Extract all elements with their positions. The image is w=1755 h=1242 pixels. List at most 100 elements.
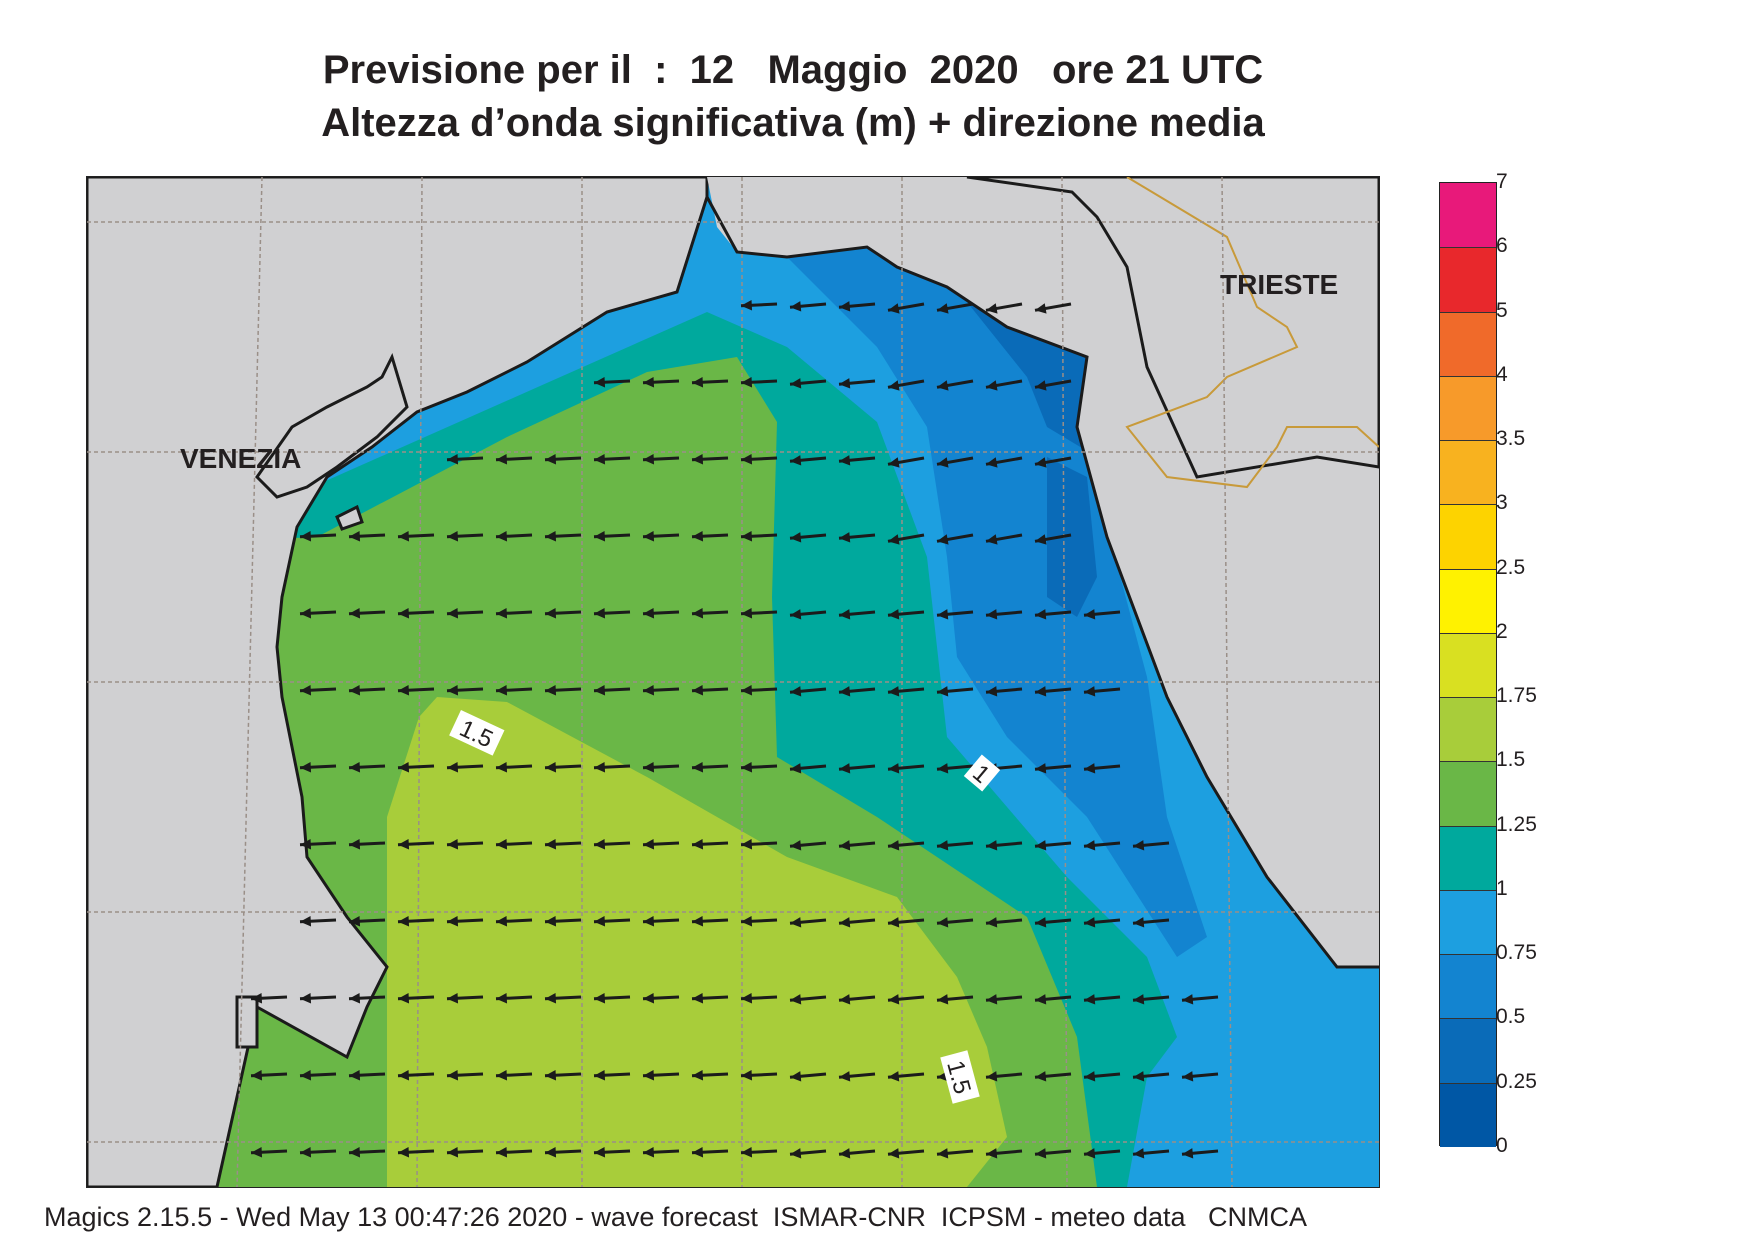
color-scale-swatch bbox=[1440, 761, 1496, 826]
wave-direction-arrow bbox=[740, 531, 778, 542]
wave-direction-arrow bbox=[446, 916, 484, 927]
wave-direction-arrow bbox=[1083, 609, 1121, 620]
wave-direction-arrow bbox=[887, 533, 925, 545]
color-scale-tick-label: 1.5 bbox=[1496, 748, 1526, 772]
wave-direction-arrow bbox=[1034, 302, 1072, 314]
wave-direction-arrow bbox=[642, 993, 680, 1004]
wave-direction-arrow bbox=[740, 1070, 778, 1081]
wave-direction-arrow bbox=[495, 1070, 533, 1081]
wave-direction-arrow bbox=[642, 608, 680, 619]
wave-direction-arrow bbox=[299, 531, 337, 542]
wave-direction-arrow bbox=[1083, 686, 1121, 697]
wave-direction-arrow bbox=[887, 379, 925, 391]
wave-direction-arrow bbox=[642, 377, 680, 388]
wave-direction-arrow bbox=[397, 685, 435, 696]
wave-direction-arrow bbox=[299, 993, 337, 1004]
wave-direction-arrow bbox=[544, 1070, 582, 1081]
wave-direction-arrow bbox=[789, 1071, 827, 1082]
wave-direction-arrow bbox=[985, 609, 1023, 620]
wave-direction-arrow bbox=[985, 302, 1023, 314]
wave-direction-arrow bbox=[642, 1070, 680, 1081]
wave-direction-arrow bbox=[740, 916, 778, 927]
wave-direction-arrow bbox=[1034, 1071, 1072, 1082]
color-scale-tick-label: 4 bbox=[1496, 362, 1508, 386]
wave-direction-arrow bbox=[887, 456, 925, 468]
wave-direction-arrow bbox=[642, 1147, 680, 1158]
wave-direction-arrow bbox=[936, 994, 974, 1005]
color-scale-tick-label: 0.75 bbox=[1496, 941, 1537, 965]
coastline-north bbox=[705, 196, 1379, 969]
wave-direction-arrow bbox=[838, 455, 876, 466]
wave-direction-arrow bbox=[691, 531, 729, 542]
wave-direction-arrow bbox=[299, 916, 337, 927]
wave-direction-arrow bbox=[789, 686, 827, 697]
wave-direction-arrow bbox=[593, 1070, 631, 1081]
wave-direction-arrow bbox=[1083, 994, 1121, 1005]
wave-direction-arrow bbox=[936, 609, 974, 620]
color-scale-swatch bbox=[1440, 954, 1496, 1019]
wave-direction-arrow bbox=[1034, 379, 1072, 391]
wave-direction-arrow bbox=[544, 608, 582, 619]
wave-direction-arrow bbox=[348, 839, 386, 850]
land-island bbox=[335, 504, 364, 531]
wave-direction-arrow bbox=[642, 454, 680, 465]
wave-direction-arrow bbox=[495, 685, 533, 696]
wave-direction-arrow bbox=[1034, 533, 1072, 545]
wave-direction-arrow bbox=[397, 916, 435, 927]
wave-direction-arrow bbox=[789, 994, 827, 1005]
wave-direction-arrow bbox=[1034, 917, 1072, 928]
wave-direction-arrow bbox=[985, 456, 1023, 468]
wave-direction-arrow bbox=[299, 1070, 337, 1081]
wave-direction-arrow bbox=[1083, 917, 1121, 928]
wave-direction-arrow bbox=[936, 533, 974, 545]
wave-direction-arrow bbox=[838, 609, 876, 620]
wave-direction-arrow bbox=[789, 840, 827, 851]
wave-direction-arrow bbox=[740, 762, 778, 773]
wave-direction-arrow bbox=[544, 531, 582, 542]
wave-direction-arrow bbox=[887, 840, 925, 851]
wave-direction-arrow bbox=[397, 531, 435, 542]
wave-direction-arrow bbox=[740, 377, 778, 388]
wave-direction-arrow bbox=[1034, 1148, 1072, 1159]
wave-direction-arrow bbox=[446, 608, 484, 619]
wave-direction-arrow bbox=[838, 1148, 876, 1159]
wave-direction-arrow bbox=[789, 301, 827, 312]
wave-direction-arrow bbox=[936, 1148, 974, 1159]
wave-direction-arrow bbox=[740, 839, 778, 850]
wave-direction-arrow bbox=[985, 533, 1023, 545]
wave-direction-arrow bbox=[936, 456, 974, 468]
wave-direction-arrow bbox=[642, 685, 680, 696]
wave-direction-arrow bbox=[838, 378, 876, 389]
wave-direction-arrows bbox=[250, 300, 1219, 1159]
wave-direction-arrow bbox=[593, 685, 631, 696]
wave-direction-arrow bbox=[691, 839, 729, 850]
color-scale-tick-label: 1.25 bbox=[1496, 812, 1537, 836]
wave-direction-arrow bbox=[740, 685, 778, 696]
wave-direction-arrow bbox=[593, 1147, 631, 1158]
wave-direction-arrow bbox=[299, 608, 337, 619]
wave-direction-arrow bbox=[250, 1070, 288, 1081]
wave-direction-arrow bbox=[544, 685, 582, 696]
wave-band-0.5-0.75 bbox=[1047, 457, 1097, 617]
wave-direction-arrow bbox=[985, 1071, 1023, 1082]
wave-direction-arrow bbox=[936, 302, 974, 314]
wave-direction-arrow bbox=[691, 685, 729, 696]
color-scale-swatch bbox=[1440, 183, 1496, 248]
wave-direction-arrow bbox=[1181, 994, 1219, 1005]
wave-direction-arrow bbox=[446, 454, 484, 465]
wave-direction-arrow bbox=[1034, 994, 1072, 1005]
wave-direction-arrow bbox=[495, 916, 533, 927]
color-scale-swatch bbox=[1440, 889, 1496, 955]
wave-direction-arrow bbox=[936, 379, 974, 391]
land-italy bbox=[87, 177, 709, 1187]
wave-direction-arrow bbox=[1132, 840, 1170, 851]
color-scale-tick-label: 2.5 bbox=[1496, 555, 1526, 579]
color-scale-swatch bbox=[1440, 440, 1496, 505]
color-scale-tick-label: 2 bbox=[1496, 619, 1508, 643]
wave-direction-arrow bbox=[642, 839, 680, 850]
wave-direction-arrow bbox=[789, 378, 827, 389]
wave-direction-arrow bbox=[985, 917, 1023, 928]
land-island bbox=[235, 995, 259, 1049]
wave-direction-arrow bbox=[1132, 917, 1170, 928]
color-scale-legend bbox=[1439, 182, 1497, 1147]
